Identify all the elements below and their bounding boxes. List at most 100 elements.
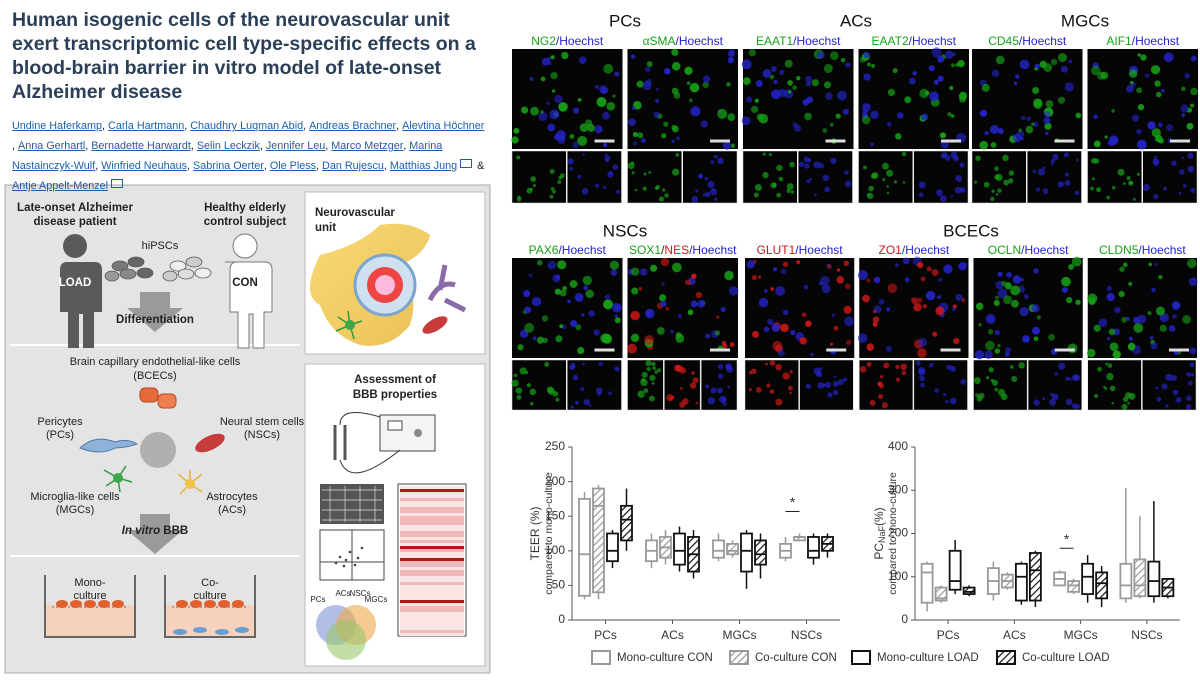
cell-signal (1171, 301, 1181, 310)
cell-signal (675, 332, 682, 339)
cell-signal (863, 51, 870, 59)
cell-signal (1171, 160, 1177, 166)
cell-signal (1096, 187, 1102, 193)
cell-signal (705, 333, 711, 339)
author-link[interactable]: Sabrina Oerter (193, 160, 270, 172)
author-link[interactable]: Dan Rujescu (322, 160, 390, 172)
y-axis-label-part: PC (872, 543, 886, 560)
heatmap-row (400, 558, 464, 561)
cell-signal (790, 330, 796, 336)
author-link[interactable]: Winfried Neuhaus (101, 160, 193, 172)
cell-signal (1136, 87, 1143, 94)
heatmap-row (400, 588, 464, 591)
cell-signal (1126, 317, 1130, 321)
cell-signal (513, 373, 518, 378)
cell-signal (1032, 169, 1037, 174)
cell-signal (883, 362, 890, 369)
cell-signal (585, 289, 594, 299)
cell-signal (758, 275, 762, 279)
stain-label-part: /Hoechst (909, 34, 957, 48)
cell-signal (551, 89, 556, 93)
stain-label-part: /Hoechst (1019, 34, 1067, 48)
cell-signal (782, 261, 789, 268)
cell-signal (1013, 81, 1018, 86)
stain-label: NG2/Hoechst (531, 34, 604, 48)
cell-signal (1051, 393, 1059, 401)
cell-signal (764, 289, 768, 293)
cell-signal (919, 375, 926, 382)
cell-signal (555, 397, 560, 402)
cell-signal (653, 111, 660, 118)
heatmap-row (400, 579, 464, 582)
cell-signal (1170, 375, 1177, 382)
cell-signal (1074, 190, 1080, 196)
cell-signal (937, 295, 941, 300)
mail-icon[interactable] (111, 179, 124, 188)
cell-signal (636, 80, 644, 88)
author-link[interactable]: Marco Metzger (331, 140, 409, 152)
cell-signal (1188, 277, 1198, 287)
cell-signal (1042, 397, 1046, 401)
significance-label: * (1064, 531, 1070, 547)
cell-signal (580, 386, 585, 392)
cell-signal (547, 260, 557, 270)
author-link[interactable]: Andreas Brachner (309, 120, 402, 132)
cell-signal (578, 56, 587, 64)
author-link[interactable]: Chaudhry Luqman Abid (190, 120, 309, 132)
cell-signal (821, 383, 826, 388)
author-link[interactable]: Bernadette Harwardt (91, 140, 197, 152)
cell-signal (604, 155, 611, 162)
cell-signal (831, 313, 836, 318)
cell-signal (939, 132, 947, 139)
cell-signal (775, 398, 783, 406)
cell-signal (1156, 396, 1162, 402)
author-link[interactable]: Matthias Jung (390, 159, 487, 172)
heatmap-row (400, 624, 464, 627)
author-link[interactable]: Ole Pless (270, 160, 322, 172)
cell-signal (1187, 152, 1194, 159)
cell-signal (610, 269, 618, 276)
cell-signal (1182, 315, 1192, 324)
cell-signal (762, 171, 769, 179)
author-link[interactable]: Antje Appelt-Menzel (12, 179, 125, 192)
stain-label-part: GLUT1 (757, 243, 796, 257)
cell-signal (990, 196, 995, 202)
cell-signal (895, 377, 901, 382)
cell-signal (702, 81, 709, 89)
mail-icon[interactable] (460, 159, 473, 168)
cell-signal (1125, 392, 1132, 399)
cell-signal (867, 192, 874, 200)
cell-signal (1142, 184, 1150, 191)
cell-signal (581, 188, 589, 195)
cell-signal (567, 299, 571, 304)
heatmap-row (400, 582, 464, 585)
cell-signal (684, 279, 691, 286)
micrograph-main (745, 258, 855, 358)
culture-wells (44, 575, 256, 638)
cell-signal (1186, 258, 1197, 269)
y-axis-label: PCNaF(%) (872, 507, 887, 559)
cell-signal (924, 90, 930, 96)
author-link[interactable]: Alevtina Höchner (12, 120, 484, 152)
cell-signal (886, 191, 890, 195)
cell-signal (727, 113, 736, 121)
cell-signal (1020, 277, 1024, 282)
stain-label-part: / (661, 243, 665, 257)
cell-signal (1032, 121, 1039, 128)
author-link[interactable]: Carla Hartmann (108, 120, 190, 132)
cell-signal (1121, 403, 1128, 410)
cell-signal (1153, 194, 1159, 200)
author-link[interactable]: Marina Nastainczyk-Wulf (12, 140, 442, 172)
author-link[interactable]: Anna Gerhartl (18, 140, 91, 152)
cell-signal (1165, 404, 1169, 408)
cell-signal (961, 297, 966, 303)
author-link[interactable]: Jennifer Leu (266, 140, 331, 152)
cell-signal (1126, 85, 1134, 93)
author-link[interactable]: Undine Haferkamp (12, 120, 108, 132)
cell-signal (1151, 287, 1156, 292)
cell-signal (606, 101, 616, 111)
author-link[interactable]: Selin Leckzik (197, 140, 266, 152)
cell-signal (901, 370, 907, 376)
cell-signal (603, 63, 614, 74)
cell-signal (991, 189, 995, 193)
